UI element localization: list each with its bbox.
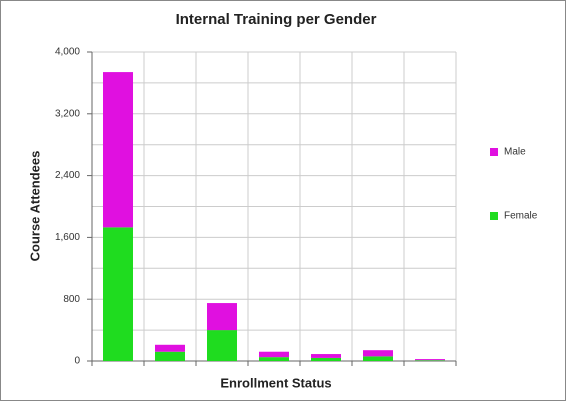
legend-swatch [490,212,498,220]
y-axis-label: Course Attendees [27,151,42,262]
legend-label: Male [504,147,526,158]
bar-segment [259,357,289,361]
chart-title: Internal Training per Gender [176,11,377,28]
bar-segment [103,227,133,361]
bar-segment [155,344,185,352]
y-tick-label: 1,600 [55,232,80,243]
y-tick-label: 0 [74,356,80,367]
y-tick-label: 3,200 [55,108,80,119]
bar-segment [311,354,341,358]
bar-segment [103,72,133,228]
bar-segment [415,360,445,361]
bar-segment [155,351,185,361]
bar-segment [363,356,393,361]
bar-segment [311,357,341,361]
bar-segment [363,350,393,357]
bar-segment [415,359,445,361]
bar-segment [259,351,289,358]
legend-label: Female [504,211,538,222]
y-tick-label: 800 [63,294,80,305]
bar-segment [207,330,237,361]
x-axis-label: Enrollment Status [220,375,331,390]
y-tick-label: 4,000 [55,47,80,58]
y-tick-label: 2,400 [55,170,80,181]
legend-swatch [490,148,498,156]
bar-segment [207,303,237,331]
